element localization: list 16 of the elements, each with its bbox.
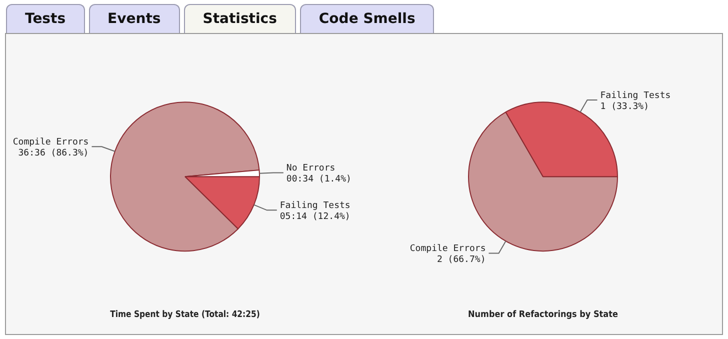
- text: Number of Refactorings by State: [468, 310, 618, 320]
- slice-label: Failing Tests: [280, 201, 350, 212]
- data-label: 1 (33.3%): [600, 102, 650, 112]
- data-label: 2 (66.7%): [436, 255, 486, 266]
- text: Events: [88, 4, 180, 35]
- slice-label: Failing Tests: [600, 90, 671, 101]
- slice-label: Compile Errors: [410, 244, 486, 254]
- data-label: 36:36 (86.3%): [18, 148, 89, 159]
- text: Code Smells: [300, 4, 434, 35]
- text: Tests: [6, 4, 85, 35]
- slice-label: Compile Errors: [12, 138, 89, 148]
- text: Time Spent by State (Total: 42:25): [110, 308, 260, 320]
- slice-label: No Errors: [286, 164, 336, 174]
- text: Statistics: [184, 4, 296, 36]
- data-label: 05:14 (12.4%): [280, 212, 350, 222]
- data-label: 00:34 (1.4%): [286, 174, 352, 185]
